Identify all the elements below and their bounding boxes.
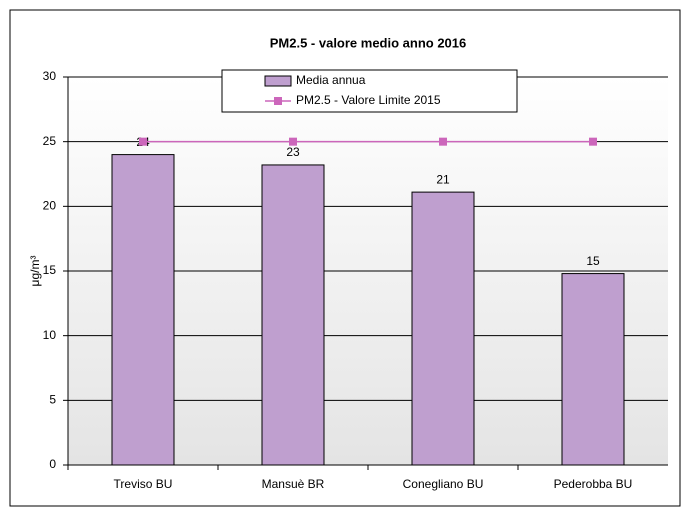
data-label: 23 xyxy=(286,145,300,159)
bar xyxy=(561,273,625,466)
y-tick-label: 10 xyxy=(43,328,57,342)
data-label: 21 xyxy=(436,172,450,186)
y-tick-label: 20 xyxy=(43,199,57,213)
x-tick-label: Treviso BU xyxy=(114,477,173,491)
x-tick-label: Conegliano BU xyxy=(403,477,484,491)
bar xyxy=(411,191,475,466)
y-tick-label: 15 xyxy=(43,263,57,277)
data-label: 15 xyxy=(586,254,600,268)
bar xyxy=(261,164,325,466)
y-tick-label: 0 xyxy=(49,457,56,471)
marker xyxy=(139,137,147,146)
x-tick-label: Pederobba BU xyxy=(554,477,633,491)
marker xyxy=(289,137,297,146)
marker xyxy=(589,137,597,146)
chart-title: PM2.5 - valore medio anno 2016 xyxy=(270,35,467,50)
y-axis-label: μg/m³ xyxy=(28,256,42,287)
legend-label: Media annua xyxy=(296,73,366,87)
marker xyxy=(439,137,447,146)
x-tick-label: Mansuè BR xyxy=(262,477,325,491)
y-tick-label: 30 xyxy=(43,69,57,83)
y-tick-label: 5 xyxy=(49,393,56,407)
legend-marker xyxy=(274,97,282,105)
legend-label: PM2.5 - Valore Limite 2015 xyxy=(296,93,441,107)
legend-swatch xyxy=(264,75,292,87)
bar xyxy=(111,154,175,466)
y-tick-label: 25 xyxy=(43,134,57,148)
